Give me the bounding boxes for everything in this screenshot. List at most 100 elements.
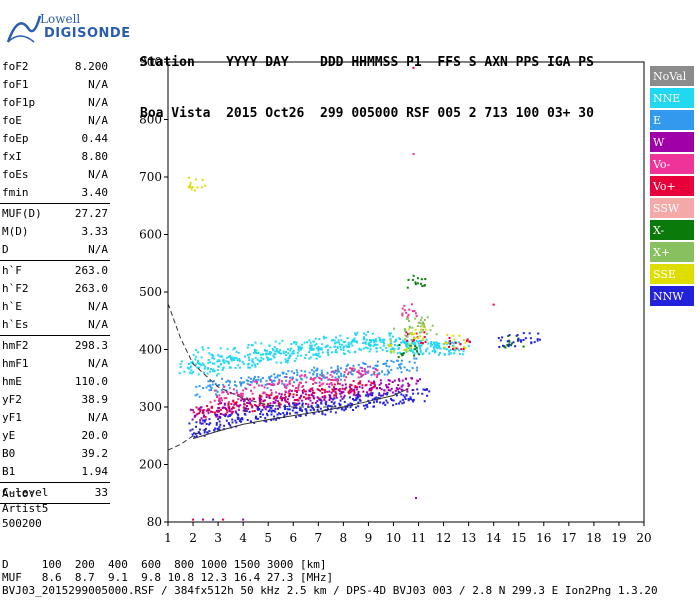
echo-point-w xyxy=(199,410,202,413)
echo-point-x xyxy=(412,274,415,277)
echo-point-nnw xyxy=(286,413,288,416)
echo-point-nne xyxy=(406,343,409,346)
echo-point-e xyxy=(357,363,360,366)
echo-point-e xyxy=(228,387,231,390)
echo-point-nne xyxy=(436,347,439,350)
echo-point-vo xyxy=(232,388,235,391)
echo-point-x xyxy=(510,342,513,345)
y-tick-label: 300 xyxy=(139,400,162,414)
echo-point-vo xyxy=(331,383,334,386)
echo-point-nnw xyxy=(325,400,328,403)
echo-point-nne xyxy=(445,348,448,351)
echo-point-nnw xyxy=(380,394,382,397)
echo-point-nne xyxy=(314,337,317,340)
echo-point-nnw xyxy=(517,337,520,340)
echo-point-nne xyxy=(203,371,205,374)
echo-point-nne xyxy=(325,345,328,348)
echo-point-nne xyxy=(364,341,367,344)
echo-point-w xyxy=(406,390,409,393)
echo-point-nne xyxy=(347,344,350,347)
echo-point-w xyxy=(373,380,376,383)
echo-point-nnw xyxy=(203,431,206,434)
echo-point-w xyxy=(250,399,253,402)
echo-point-nne xyxy=(429,345,432,348)
echo-point-nne xyxy=(217,354,220,357)
echo-point-vo xyxy=(240,396,243,399)
echo-point-nne xyxy=(218,355,221,358)
echo-point-e xyxy=(334,376,337,379)
echo-point-nne xyxy=(368,344,370,346)
echo-point-vo xyxy=(198,412,201,415)
echo-point-vo xyxy=(253,410,256,412)
echo-point-nnw xyxy=(208,418,211,421)
echo-point-sse xyxy=(403,349,406,351)
profile-curves xyxy=(167,303,409,451)
echo-point-e xyxy=(194,394,197,397)
echo-point-nne xyxy=(457,341,460,344)
echo-point-w xyxy=(311,387,314,390)
echo-point-w xyxy=(397,378,400,381)
param-row: hmF2 298.3 xyxy=(0,337,112,355)
echo-point-e xyxy=(362,361,365,364)
echo-point-nne xyxy=(431,343,434,346)
echo-point-nnw xyxy=(284,404,286,407)
echo-point-e xyxy=(366,365,369,368)
echo-point-nne xyxy=(467,345,470,348)
echo-point-w xyxy=(304,402,307,405)
echo-point-nnw xyxy=(248,410,251,413)
param-name: yF1 xyxy=(2,411,22,424)
echo-point-e xyxy=(305,376,308,379)
echo-point-e xyxy=(326,371,329,374)
legend-item: SSW xyxy=(650,198,694,220)
echo-point-nnw xyxy=(507,345,510,348)
echo-point-nne xyxy=(197,361,200,364)
echo-point-vo xyxy=(261,384,264,387)
echo-point-x xyxy=(419,319,422,322)
echo-point-e xyxy=(400,362,403,365)
echo-point-w xyxy=(350,390,353,393)
echo-point-vo xyxy=(414,312,417,315)
echo-point-nne xyxy=(321,351,324,354)
echo-point-nnw xyxy=(353,399,356,402)
echo-point-sse xyxy=(422,339,424,342)
echo-point-vo xyxy=(219,408,222,411)
echo-point-w xyxy=(258,397,261,400)
echo-point-nne xyxy=(309,348,312,351)
echo-point-e xyxy=(247,376,250,379)
echo-point-x xyxy=(435,333,438,336)
echo-point-sse xyxy=(406,350,409,353)
echo-point-nne xyxy=(339,346,342,348)
param-row: h`Es N/A xyxy=(0,316,112,334)
echo-point-e xyxy=(396,367,399,370)
param-value: 298.3 xyxy=(74,339,108,352)
echo-point-vo xyxy=(285,400,287,403)
echo-point-nne xyxy=(323,337,326,340)
echo-point-nnw xyxy=(371,398,374,401)
echo-point-sse xyxy=(189,181,192,184)
echo-point-w xyxy=(301,390,304,392)
echo-point-nnw xyxy=(364,407,367,410)
echo-point-nne xyxy=(312,340,315,343)
echo-point-e xyxy=(313,366,316,369)
echo-point-nne xyxy=(408,344,411,347)
echo-point-vo xyxy=(284,390,287,393)
echo-point-vo xyxy=(300,374,303,377)
echo-point-vo xyxy=(423,331,426,334)
echo-point-nnw xyxy=(291,409,294,412)
echo-point-nne xyxy=(360,348,363,351)
echo-point-vo xyxy=(325,376,328,379)
echo-point-e xyxy=(209,384,212,387)
param-row: foF1 N/A xyxy=(0,76,112,94)
echo-point-vo xyxy=(373,385,376,388)
param-row: hmE 110.0 xyxy=(0,373,112,391)
echo-point-vo xyxy=(227,402,230,405)
echo-point-nnw xyxy=(395,402,398,405)
echo-point-w xyxy=(391,391,394,394)
echo-point-w xyxy=(395,387,398,389)
echo-point-vo xyxy=(277,381,280,384)
echo-point-vo xyxy=(204,415,207,418)
echo-point-nne xyxy=(337,341,340,344)
echo-point-nne xyxy=(335,341,338,344)
echo-point-w xyxy=(204,418,207,421)
echo-point-nne xyxy=(318,348,320,351)
